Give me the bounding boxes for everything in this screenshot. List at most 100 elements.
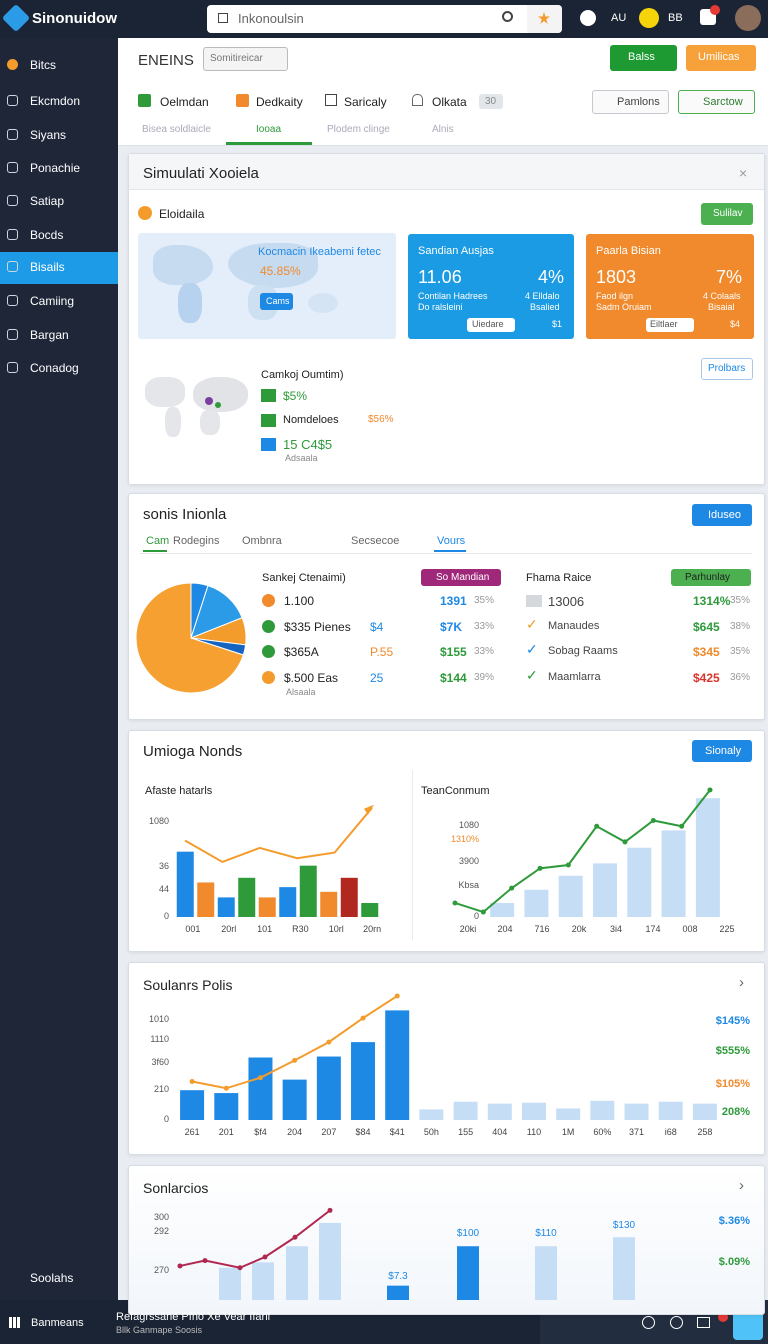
footer-subtitle: Bllk Ganmape Soosis <box>116 1325 203 1335</box>
tab[interactable]: Vours <box>437 535 466 547</box>
tray-icon[interactable] <box>697 1317 710 1328</box>
nav-footer[interactable]: Soolahs <box>30 1271 74 1285</box>
line-point <box>679 823 685 829</box>
column-header: So Mandian <box>436 572 490 583</box>
nav-item[interactable]: Bisails <box>30 260 65 274</box>
nav-item[interactable]: Siyans <box>30 128 67 142</box>
row-check: ✓ <box>526 667 538 683</box>
avatar[interactable] <box>735 5 761 31</box>
button-text[interactable]: Iduseo <box>708 509 742 521</box>
nav-item[interactable]: Camiing <box>30 294 75 308</box>
nav-item[interactable]: Satiap <box>30 194 65 208</box>
y-tick-label: 0 <box>163 911 169 921</box>
x-tick-label: 101 <box>257 924 273 934</box>
tab[interactable]: Rodegins <box>173 535 220 547</box>
legend-extra: $56% <box>368 414 394 425</box>
tab[interactable]: Secsecoe <box>351 535 400 547</box>
button-text[interactable]: Sionaly <box>705 745 742 757</box>
tray-icon[interactable] <box>670 1316 683 1329</box>
section-icon <box>138 206 152 220</box>
tab-icon <box>138 94 151 107</box>
button-text[interactable]: Sulilav <box>713 208 743 219</box>
tile-button[interactable] <box>646 318 694 332</box>
button-text[interactable]: Balss <box>628 51 655 63</box>
nav-icon <box>7 229 18 240</box>
row-check: ✓ <box>526 641 538 657</box>
tab[interactable]: Saricaly <box>344 95 387 109</box>
row-total: $425 <box>693 671 720 685</box>
subtab[interactable]: Iooaa <box>256 124 282 135</box>
button-text[interactable]: Uiedare <box>472 319 504 329</box>
nav-item[interactable]: Ponachie <box>30 161 81 175</box>
tile-button[interactable] <box>467 318 515 332</box>
nav-icon <box>7 329 18 340</box>
button-text[interactable]: Eiltlaer <box>650 319 678 329</box>
x-tick-label: 110 <box>526 1127 542 1137</box>
tab[interactable]: Dedkaity <box>256 95 303 109</box>
nav-item[interactable]: Bocds <box>30 228 64 242</box>
user: AU <box>611 12 627 24</box>
select[interactable] <box>203 47 288 71</box>
y-tick-label: Kbsa <box>458 879 479 890</box>
x-tick-label: 20rl <box>221 924 237 934</box>
card-button[interactable] <box>701 203 753 225</box>
x-tick-label: 20ki <box>459 924 477 934</box>
nav-item[interactable]: Conadog <box>30 361 79 375</box>
nav-item[interactable]: Bargan <box>30 328 69 342</box>
card-button[interactable] <box>701 358 753 380</box>
secondary-button[interactable] <box>686 45 756 71</box>
tab[interactable]: Olkata <box>432 95 467 109</box>
close-icon[interactable]: × <box>739 165 748 181</box>
button-text[interactable]: Prolbars <box>708 363 746 374</box>
card-button[interactable] <box>692 504 752 526</box>
card-title: Sonlarcios <box>143 1180 209 1196</box>
map-title: Kocmacin Ikeabemi fetec <box>258 246 381 258</box>
button-text[interactable]: Cams <box>266 296 290 306</box>
nav-item[interactable]: Bitcs <box>30 58 57 72</box>
select-text[interactable]: Somitireicar <box>210 53 263 64</box>
header-badge <box>671 569 751 586</box>
row-total: $645 <box>693 620 720 634</box>
footer-menu[interactable]: Banmeans <box>31 1317 84 1329</box>
action-button[interactable] <box>592 90 669 114</box>
map-button[interactable] <box>260 293 293 310</box>
notification-icon[interactable] <box>639 8 659 28</box>
chevron[interactable]: › <box>739 974 744 991</box>
tab[interactable]: Cam <box>146 535 170 547</box>
nav-item[interactable]: Ekcmdon <box>30 94 81 108</box>
action-button[interactable] <box>678 90 755 114</box>
nav-icon[interactable] <box>580 10 596 26</box>
tile-note: Contilan Hadrees <box>418 291 488 301</box>
subtab[interactable]: Plodem clinge <box>327 124 390 135</box>
search-text[interactable]: Inkonoulsin <box>238 11 304 26</box>
magnifier[interactable] <box>502 11 513 22</box>
card-button[interactable] <box>692 740 752 762</box>
button-text[interactable]: Pamlons <box>617 96 660 108</box>
button-text[interactable]: Sarctow <box>703 96 743 108</box>
line <box>184 807 373 864</box>
line-point <box>452 900 458 906</box>
bar <box>176 851 194 917</box>
bar <box>658 1101 683 1120</box>
bar <box>593 863 617 917</box>
primary-button[interactable] <box>610 45 677 71</box>
row-pct: 33% <box>474 646 495 657</box>
chevron[interactable]: › <box>739 1177 744 1194</box>
line-point <box>480 909 486 915</box>
tab[interactable]: Oelmdan <box>160 95 209 109</box>
line-point <box>177 1263 183 1269</box>
bar-label: $130 <box>612 1220 636 1231</box>
row-pct: 36% <box>730 672 751 683</box>
tab[interactable]: Ombnra <box>242 535 282 547</box>
bar <box>624 1103 649 1120</box>
subtab[interactable]: Alnis <box>432 124 454 135</box>
button-text[interactable]: Umilicas <box>698 51 740 63</box>
bar <box>556 1108 581 1120</box>
subtab[interactable]: Bisea soldlaicle <box>142 124 211 135</box>
y-tick-label: 3900 <box>458 855 479 866</box>
menu-icon[interactable] <box>9 1317 20 1328</box>
x-tick-label: 716 <box>534 924 550 934</box>
bar-label: $100 <box>456 1228 480 1239</box>
tray-icon[interactable] <box>642 1316 655 1329</box>
